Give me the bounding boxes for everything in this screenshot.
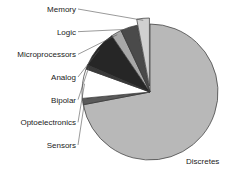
- slice-label: Microprocessors: [17, 50, 76, 59]
- leader-line: [78, 29, 130, 31]
- leader-line: [78, 68, 89, 100]
- slice-label: Analog: [51, 73, 76, 82]
- slice-label: Optoelectronics: [20, 118, 76, 127]
- leader-line: [78, 50, 99, 77]
- leader-line: [78, 9, 143, 20]
- leader-line: [78, 101, 85, 145]
- slice-label: Memory: [47, 5, 76, 14]
- pie-slice: [137, 18, 150, 86]
- slice-label: Discretes: [186, 157, 219, 166]
- slice-label: Bipolar: [51, 96, 76, 105]
- slice-label: Logic: [57, 28, 76, 37]
- chart: Memory Logic Microprocessors Analog Bipolar O…: [0, 0, 244, 170]
- leader-line: [78, 84, 85, 123]
- slice-label: Sensors: [47, 141, 76, 150]
